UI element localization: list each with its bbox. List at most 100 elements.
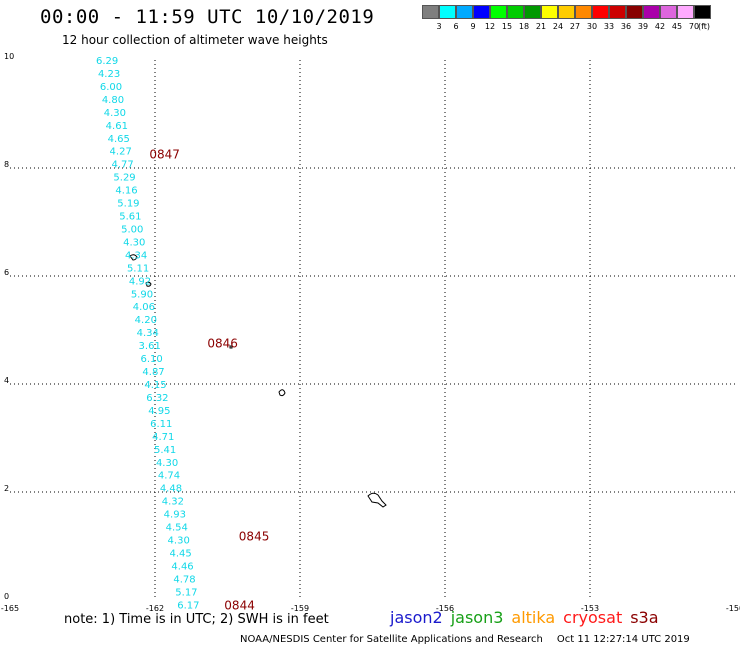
island-coastline: [278, 389, 286, 397]
colorbar-swatch: [558, 5, 575, 19]
colorbar-swatch: [660, 5, 677, 19]
wave-height-value: 4.27: [110, 147, 132, 158]
colorbar-label: 12: [484, 22, 496, 31]
legend-entry-cryosat: cryosat: [563, 608, 623, 627]
colorbar-label: 21: [535, 22, 547, 31]
wave-height-value: 4.20: [135, 315, 157, 326]
wave-height-value: 4.65: [108, 134, 130, 145]
colorbar-swatch: [575, 5, 592, 19]
colorbar-swatch: [507, 5, 524, 19]
y-tick-label: 0: [4, 592, 9, 601]
page-subtitle: 12 hour collection of altimeter wave hei…: [62, 33, 328, 47]
legend-entry-jason2: jason2: [390, 608, 443, 627]
x-tick-label: -156: [436, 604, 454, 613]
wave-height-value: 6.11: [150, 419, 172, 430]
island-coastline: [129, 254, 138, 261]
x-tick-label: -150: [726, 604, 740, 613]
pass-time-label: 0844: [224, 598, 255, 612]
wave-height-value: 4.30: [156, 458, 178, 469]
colorbar-swatch: [626, 5, 643, 19]
wave-height-value: 4.74: [158, 471, 180, 482]
wave-height-value: 5.17: [175, 587, 197, 598]
wave-height-value: 4.30: [104, 108, 126, 119]
island-coastline: [229, 345, 233, 349]
wave-height-value: 5.90: [131, 289, 153, 300]
colorbar-label: 36: [620, 22, 632, 31]
wave-height-value: 4.34: [125, 250, 147, 261]
x-tick-label: -165: [1, 604, 19, 613]
legend-entry-altika: altika: [511, 608, 556, 627]
y-tick-label: 4: [4, 376, 9, 385]
page-title: 00:00 - 11:59 UTC 10/10/2019: [40, 6, 375, 28]
colorbar-swatch: [456, 5, 473, 19]
wave-height-value: 4.54: [166, 523, 188, 534]
wave-height-value: 4.32: [162, 497, 184, 508]
x-tick-label: -153: [581, 604, 599, 613]
wave-height-value: 6.10: [140, 354, 162, 365]
satellite-legend: jason2 jason3 altika cryosat s3a: [390, 608, 667, 627]
wave-height-value: 4.87: [142, 367, 164, 378]
wave-height-value: 6.17: [177, 600, 199, 611]
island-coastline: [145, 281, 152, 287]
wave-height-value: 5.00: [121, 224, 143, 235]
wave-height-value: 4.92: [129, 276, 151, 287]
colorbar-label: 18: [518, 22, 530, 31]
colorbar-label: 39: [637, 22, 649, 31]
wave-height-value: 4.48: [160, 484, 182, 495]
colorbar-label: 27: [569, 22, 581, 31]
wave-height-value: 5.29: [113, 173, 135, 184]
credit-text: NOAA/NESDIS Center for Satellite Applica…: [240, 634, 543, 645]
colorbar-label: 9: [470, 22, 476, 31]
y-tick-label: 2: [4, 484, 9, 493]
colorbar-swatch: [643, 5, 660, 19]
colorbar-label: 24: [552, 22, 564, 31]
wave-height-value: 4.45: [169, 548, 191, 559]
colorbar-swatch: [473, 5, 490, 19]
wave-height-value: 6.32: [146, 393, 168, 404]
wave-height-value: 4.78: [173, 574, 195, 585]
y-tick-label: 6: [4, 268, 9, 277]
y-tick-label: 10: [4, 52, 14, 61]
wave-height-value: 5.19: [117, 199, 139, 210]
colorbar-swatch: [609, 5, 626, 19]
wave-height-value: 4.80: [102, 95, 124, 106]
wave-height-value: 3.61: [139, 341, 161, 352]
wave-height-value: 4.30: [168, 536, 190, 547]
pass-time-label: 0846: [207, 337, 238, 351]
colorbar-swatch: [524, 5, 541, 19]
colorbar-label: 33: [603, 22, 615, 31]
y-tick-label: 8: [4, 160, 9, 169]
island-coastline: [367, 492, 387, 508]
wave-height-value: 4.61: [106, 121, 128, 132]
wave-height-value: 4.15: [144, 380, 166, 391]
colorbar-swatch: [694, 5, 711, 19]
wave-height-value: 4.34: [137, 328, 159, 339]
wave-height-value: 4.06: [133, 302, 155, 313]
credit-line: NOAA/NESDIS Center for Satellite Applica…: [240, 634, 690, 645]
x-tick-label: -162: [146, 604, 164, 613]
pass-time-label: 0845: [239, 529, 270, 543]
colorbar-swatch: [592, 5, 609, 19]
colorbar-label: 42: [654, 22, 666, 31]
legend-entry-s3a: s3a: [630, 608, 659, 627]
wave-height-value: 4.46: [171, 561, 193, 572]
colorbar-label: 45: [671, 22, 683, 31]
wave-height-value: 6.00: [100, 82, 122, 93]
pass-time-label: 0847: [149, 148, 180, 162]
colorbar-label: 70: [688, 22, 700, 31]
legend-entry-jason3: jason3: [450, 608, 504, 627]
colorbar-label: 6: [453, 22, 459, 31]
wave-height-value: 4.16: [115, 186, 137, 197]
footer-note: note: 1) Time is in UTC; 2) SWH is in fe…: [64, 612, 329, 627]
colorbar-swatch: [677, 5, 694, 19]
wave-height-value: 5.11: [127, 263, 149, 274]
wave-height-value: 4.71: [152, 432, 174, 443]
colorbar-unit: (ft): [698, 22, 711, 31]
wave-height-value: 4.23: [98, 69, 120, 80]
colorbar-label: 15: [501, 22, 513, 31]
generation-timestamp: Oct 11 12:27:14 UTC 2019: [556, 634, 690, 645]
colorbar-label: 30: [586, 22, 598, 31]
wave-height-value: 6.29: [96, 56, 118, 67]
colorbar-swatch: [422, 5, 439, 19]
